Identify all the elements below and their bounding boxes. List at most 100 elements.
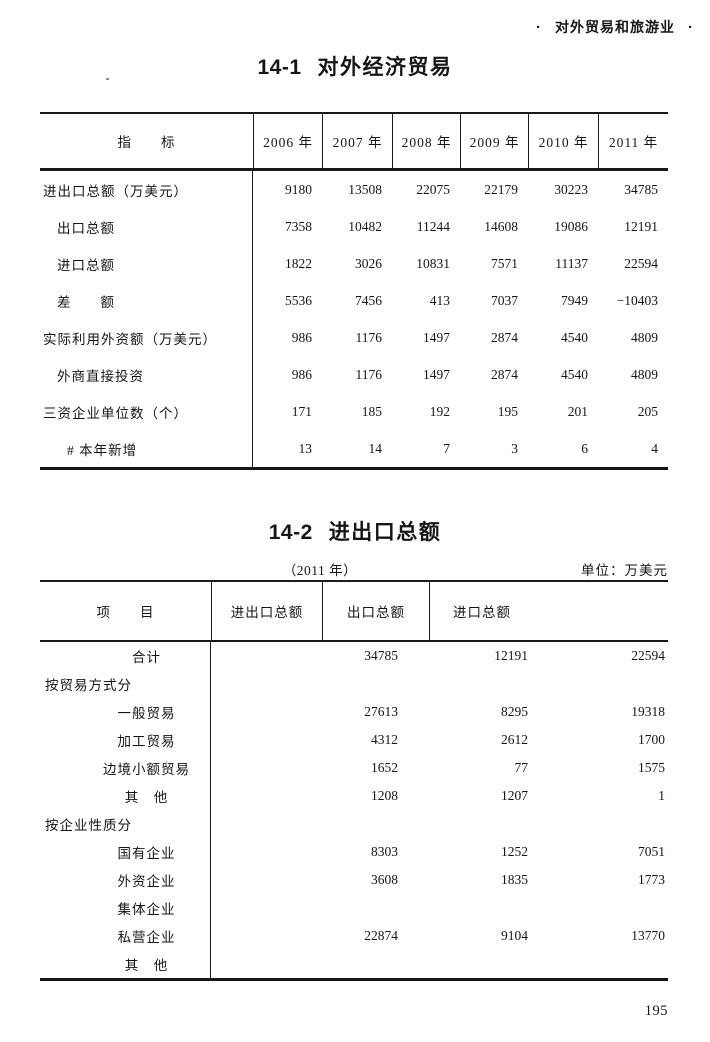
table2-subtitle: （2011 年） bbox=[282, 563, 358, 578]
table1-number: 14-1 bbox=[257, 56, 302, 79]
cell-value: 14 bbox=[368, 440, 383, 456]
table2-title: 14-2 进出口总额 bbox=[0, 516, 710, 546]
table1-year-header: 2009 年 bbox=[460, 114, 528, 168]
cell-value bbox=[211, 894, 398, 922]
table-row: 集体企业 bbox=[40, 894, 668, 922]
row-label: 国有企业 bbox=[40, 838, 211, 866]
cell-value: 1176 bbox=[355, 366, 383, 382]
cell-value: 185 bbox=[361, 403, 382, 419]
cell-value: 10831 bbox=[416, 255, 450, 271]
cell-value: 4540 bbox=[561, 329, 588, 345]
cell-value bbox=[528, 670, 668, 698]
cell-value: 2612 bbox=[501, 732, 528, 747]
page-number: 195 bbox=[644, 1003, 668, 1019]
cell-value: 1822 bbox=[285, 255, 312, 271]
cell-value: 22179 bbox=[484, 181, 518, 197]
row-label: 按企业性质分 bbox=[40, 810, 211, 838]
table-row: 外资企业 3608 1835 1773 bbox=[40, 866, 668, 894]
table2-title-text: 进出口总额 bbox=[328, 521, 442, 544]
cell-value: 201 bbox=[567, 403, 588, 419]
table-14-1: 指 标 2006 年 2007 年 2008 年 2009 年 2010 年 2… bbox=[40, 112, 668, 470]
cell-value: 13 bbox=[298, 440, 313, 456]
table1-year-header: 2011 年 bbox=[598, 114, 668, 168]
cell-value: 4540 bbox=[561, 366, 588, 382]
row-label: 实际利用外资额（万美元） bbox=[40, 319, 253, 356]
table-row: 进出口总额（万美元） 9180 13508 22075 22179 30223 … bbox=[40, 171, 668, 208]
table-row: 按企业性质分 bbox=[40, 810, 668, 838]
table2-col-header: 出口总额 bbox=[322, 582, 429, 640]
table1-year-header: 2010 年 bbox=[528, 114, 598, 168]
cell-value: 1835 bbox=[501, 872, 528, 887]
table1-title: 14-1 对外经济贸易 bbox=[0, 51, 710, 81]
cell-value: 30223 bbox=[554, 181, 588, 197]
cell-value: 4809 bbox=[631, 366, 658, 382]
cell-value: 7456 bbox=[355, 292, 382, 308]
table1-year-header: 2008 年 bbox=[392, 114, 460, 168]
cell-value: 4312 bbox=[371, 732, 398, 747]
cell-value: 14608 bbox=[484, 218, 518, 234]
cell-value: 34785 bbox=[364, 648, 398, 663]
cell-value: 1652 bbox=[371, 760, 398, 775]
table-row: 合计 34785 12191 22594 bbox=[40, 642, 668, 670]
table1-stub-header: 指 标 bbox=[117, 135, 176, 150]
cell-value: 77 bbox=[514, 760, 529, 775]
cell-value: 171 bbox=[291, 403, 312, 419]
cell-value: 1176 bbox=[355, 329, 383, 345]
cell-value: 1773 bbox=[638, 872, 665, 887]
row-label: 合计 bbox=[40, 642, 211, 670]
cell-value bbox=[528, 894, 668, 922]
table1-year-header: 2006 年 bbox=[253, 114, 322, 168]
cell-value: 11137 bbox=[555, 255, 588, 271]
row-label: 其 他 bbox=[40, 782, 211, 810]
table-row: 私营企业 22874 9104 13770 bbox=[40, 922, 668, 950]
bullet-right: · bbox=[688, 18, 694, 36]
bullet-left: · bbox=[536, 18, 542, 36]
cell-value bbox=[211, 670, 398, 698]
row-label: 按贸易方式分 bbox=[40, 670, 211, 698]
row-label: 集体企业 bbox=[40, 894, 211, 922]
cell-value: 1252 bbox=[501, 844, 528, 859]
cell-value: 1497 bbox=[423, 366, 450, 382]
cell-value: 9180 bbox=[285, 181, 312, 197]
row-label: 私营企业 bbox=[40, 922, 211, 950]
table-row: 三资企业单位数（个） 171 185 192 195 201 205 bbox=[40, 393, 668, 430]
cell-value: 13508 bbox=[348, 181, 382, 197]
cell-value: 192 bbox=[429, 403, 450, 419]
table-row: 实际利用外资额（万美元） 986 1176 1497 2874 4540 480… bbox=[40, 319, 668, 356]
cell-value bbox=[211, 950, 398, 978]
cell-value: 27613 bbox=[364, 704, 398, 719]
row-label: 出口总额 bbox=[40, 208, 253, 245]
cell-value: 4809 bbox=[631, 329, 658, 345]
cell-value: 7037 bbox=[491, 292, 518, 308]
cell-value: 7358 bbox=[285, 218, 312, 234]
table-row: 出口总额 7358 10482 11244 14608 19086 12191 bbox=[40, 208, 668, 245]
table2-body: 合计 34785 12191 22594 按贸易方式分 一般贸易 27613 8… bbox=[40, 642, 668, 981]
running-header: · 对外贸易和旅游业 · bbox=[536, 17, 694, 37]
table-row: 加工贸易 4312 2612 1700 bbox=[40, 726, 668, 754]
row-label: 边境小额贸易 bbox=[40, 754, 211, 782]
cell-value: 10482 bbox=[348, 218, 382, 234]
scan-speck bbox=[106, 78, 109, 80]
cell-value: 19318 bbox=[631, 704, 665, 719]
table-row: 按贸易方式分 bbox=[40, 670, 668, 698]
cell-value bbox=[398, 894, 528, 922]
table2-number: 14-2 bbox=[268, 521, 313, 544]
cell-value: 205 bbox=[637, 403, 658, 419]
cell-value: 986 bbox=[291, 329, 312, 345]
cell-value bbox=[398, 810, 528, 838]
cell-value: −10403 bbox=[616, 292, 658, 308]
table-row: 进口总额 1822 3026 10831 7571 11137 22594 bbox=[40, 245, 668, 282]
row-label: 外资企业 bbox=[40, 866, 211, 894]
cell-value bbox=[398, 950, 528, 978]
table-row: 外商直接投资 986 1176 1497 2874 4540 4809 bbox=[40, 356, 668, 393]
cell-value: 2874 bbox=[491, 329, 518, 345]
cell-value: 7 bbox=[443, 440, 450, 456]
table2-col-header: 进出口总额 bbox=[211, 582, 322, 640]
cell-value: 13770 bbox=[631, 928, 665, 943]
cell-value: 12191 bbox=[494, 648, 528, 663]
cell-value: 1207 bbox=[501, 788, 528, 803]
table1-title-text: 对外经济贸易 bbox=[317, 56, 453, 79]
cell-value: 195 bbox=[497, 403, 518, 419]
cell-value: 12191 bbox=[624, 218, 658, 234]
